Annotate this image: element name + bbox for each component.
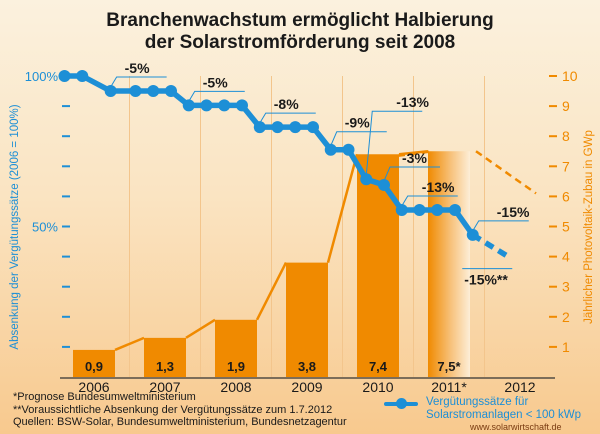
- annotation-label: -5%: [203, 74, 228, 90]
- reduction-annotation: -15%**: [462, 268, 513, 288]
- tariff-point: [182, 99, 195, 112]
- tariff-point: [200, 99, 213, 112]
- footnote-sources: Quellen: BSW-Solar, Bundesumweltminister…: [13, 416, 347, 428]
- bar-value-label: 7,5*: [437, 359, 461, 374]
- reduction-annotation: -3%: [383, 150, 440, 182]
- footnote-reduction: **Voraussichtliche Absenkung der Vergütu…: [13, 403, 333, 416]
- legend: Vergütungssätze für Solarstromanlagen < …: [384, 396, 582, 421]
- tariff-point: [218, 99, 231, 112]
- tariff-point: [360, 173, 373, 186]
- annotation-leader: [383, 166, 440, 182]
- bar-value-label: 0,9: [85, 359, 103, 374]
- legend-label-1: Vergütungssätze für: [426, 396, 529, 408]
- annotation-leader: [401, 195, 458, 207]
- right-tick-label: 8: [562, 128, 570, 144]
- annotation-label: -8%: [274, 96, 299, 112]
- tariff-point: [76, 70, 89, 82]
- right-tick-label: 3: [562, 279, 570, 295]
- right-axis-title: Jährlicher Photovoltaik-Zubau in GWp: [583, 130, 595, 324]
- right-tick-label: 10: [562, 68, 578, 84]
- footnotes: *Prognose Bundesumweltministerium **Vora…: [13, 391, 347, 429]
- tariff-point: [253, 121, 266, 134]
- tariff-point: [324, 143, 337, 156]
- right-tick-label: 5: [562, 219, 570, 235]
- x-tick-label: 2009: [291, 379, 322, 395]
- reduction-annotation: -13%: [365, 94, 429, 176]
- tariff-forecast-line: [471, 232, 510, 259]
- x-tick-label: 2008: [220, 379, 251, 395]
- tariff-point: [147, 85, 160, 98]
- tariff-point: [307, 121, 319, 134]
- tariff-point: [413, 203, 426, 216]
- x-tick-label: 2011*: [431, 379, 467, 395]
- annotation-label: -15%: [497, 204, 530, 220]
- reduction-annotation: -9%: [330, 115, 387, 146]
- annotation-leader: [472, 220, 529, 232]
- x-tick-label: 2007: [149, 379, 180, 395]
- right-tick-label: 2: [562, 309, 570, 325]
- bar-value-label: 7,4: [369, 359, 388, 374]
- annotation-leader: [365, 110, 423, 176]
- x-tick-label: 2006: [78, 379, 109, 395]
- tariff-point: [431, 203, 444, 216]
- left-tick-label: 100%: [25, 69, 59, 84]
- footnote-forecast: *Prognose Bundesumweltministerium: [13, 391, 196, 403]
- bar-2009: [286, 262, 328, 377]
- annotation-label: -13%: [422, 179, 455, 195]
- tariff-point: [378, 178, 390, 191]
- annotation-label: -5%: [125, 60, 150, 76]
- annotation-leader: [330, 131, 387, 146]
- tariff-point: [289, 121, 302, 134]
- reduction-annotation: -5%: [110, 60, 167, 88]
- tariff-point: [236, 99, 248, 112]
- reduction-annotation: -15%: [472, 204, 530, 232]
- tariff-point: [449, 203, 461, 216]
- x-tick-label: 2012: [504, 379, 535, 395]
- bar-2007: [144, 337, 186, 377]
- legend-marker-icon: [396, 398, 407, 409]
- right-tick-label: 1: [562, 339, 570, 355]
- right-tick-label: 4: [562, 249, 570, 265]
- left-tick-label: 50%: [32, 220, 58, 235]
- annotation-label: -3%: [402, 150, 427, 166]
- tariff-point: [165, 85, 177, 98]
- title-line-1: Branchenwachstum ermöglicht Halbierung: [106, 10, 494, 31]
- bar-forecast-dashed: [475, 150, 537, 195]
- chart-title: Branchenwachstum ermöglicht Halbierung d…: [0, 10, 600, 54]
- x-tick-label: 2010: [362, 379, 393, 395]
- bar-trend-line: [114, 150, 429, 352]
- tariff-point: [104, 85, 117, 98]
- reduction-annotation: -8%: [259, 96, 316, 124]
- bar-2006: [73, 349, 115, 377]
- reduction-annotation: -5%: [188, 74, 245, 102]
- annotation-leader: [259, 112, 316, 124]
- annotation-label: -9%: [345, 115, 370, 131]
- bar-2010: [357, 154, 399, 377]
- reduction-annotation: -13%: [401, 179, 458, 207]
- right-tick-label: 6: [562, 188, 570, 204]
- bar-trend-dashed: [397, 150, 434, 158]
- tariff-point: [466, 228, 479, 241]
- bar-2011*: [428, 151, 470, 377]
- title-line-2: der Solarstromförderung seit 2008: [144, 32, 456, 53]
- left-axis-title: Absenkung der Vergütungssätze (2006 = 10…: [9, 104, 21, 349]
- tariff-point: [395, 203, 408, 216]
- right-tick-label: 9: [562, 98, 570, 114]
- bar-value-label: 1,3: [156, 359, 174, 374]
- bar-value-label: 3,8: [298, 359, 316, 374]
- legend-label-2: Solarstromanlagen < 100 kWp: [426, 408, 582, 421]
- bar-value-label: 1,9: [227, 359, 245, 374]
- tariff-point: [271, 121, 284, 134]
- tariff-point: [342, 143, 355, 156]
- source-url: www.solarwirtschaft.de: [470, 422, 562, 432]
- annotation-label: -13%: [396, 94, 429, 110]
- annotation-leader: [188, 90, 245, 102]
- bar-2008: [215, 319, 257, 377]
- tariff-point: [129, 85, 142, 98]
- annotation-label: -15%**: [464, 272, 508, 288]
- right-tick-label: 7: [562, 158, 570, 174]
- annotation-leader: [110, 76, 167, 88]
